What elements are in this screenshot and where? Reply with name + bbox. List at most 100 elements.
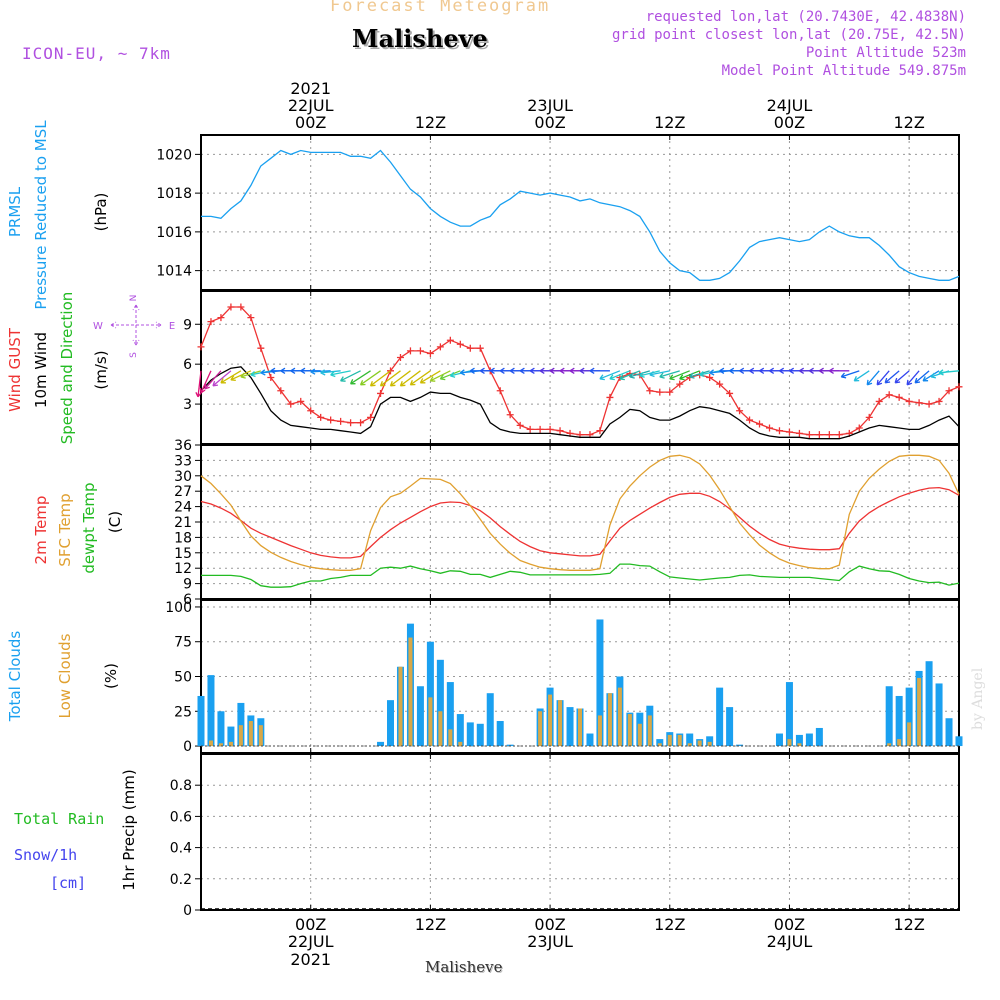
gust-marker: [925, 400, 933, 408]
grid-point-coords: grid point closest lon,lat (20.75E, 42.5…: [611, 27, 966, 43]
y-tick-label: 27: [174, 484, 192, 500]
wind-arrow: [629, 370, 651, 379]
gust-marker: [227, 303, 235, 311]
gust-marker: [646, 387, 654, 395]
low-cloud-bar: [687, 743, 692, 747]
wind-arrow: [429, 370, 451, 382]
wind-arrow: [659, 370, 680, 379]
low-cloud-bar: [887, 743, 892, 747]
time-label-date: 22JUL: [288, 932, 334, 951]
time-label-hour: 00Z: [534, 113, 565, 132]
total-cloud-bar: [935, 683, 943, 747]
gust-marker: [945, 387, 953, 395]
low-cloud-bar: [258, 725, 263, 747]
wind-arrow: [330, 370, 351, 378]
gust-marker: [307, 407, 315, 415]
temp-label-sfc: SFC Temp: [56, 493, 74, 566]
y-tick-label: 12: [174, 561, 192, 577]
gust-marker: [347, 419, 355, 427]
wind-unit: (m/s): [92, 350, 110, 389]
gust-marker: [955, 383, 963, 391]
panel-frame: [200, 134, 960, 291]
gust-marker: [875, 397, 883, 405]
gust-marker: [775, 427, 783, 435]
gust-marker: [835, 431, 843, 439]
compass-w: W: [93, 321, 103, 332]
wind-arrow: [409, 370, 431, 386]
time-label-hour: 12Z: [893, 915, 924, 934]
total-cloud-bar: [476, 723, 484, 747]
low-cloud-bar: [238, 725, 243, 747]
compass-e: E: [169, 321, 175, 332]
low-cloud-bar: [697, 740, 702, 747]
gust-marker: [536, 425, 544, 433]
wind-arrow: [609, 370, 631, 381]
time-label-hour: 00Z: [774, 915, 805, 934]
total-cloud-bar: [706, 736, 714, 747]
model-label: ICON-EU, ~ 7km: [22, 44, 171, 63]
gust-marker: [596, 427, 604, 435]
y-tick-label: 0: [183, 739, 192, 755]
gust-marker: [396, 354, 404, 362]
gust-marker: [885, 391, 893, 399]
total-cloud-bar: [895, 695, 903, 747]
point-altitude: Point Altitude 523m: [805, 45, 966, 61]
low-cloud-bar: [917, 677, 922, 747]
gust-marker: [197, 343, 205, 351]
total-cloud-bar: [716, 687, 724, 747]
y-tick-label: 100: [165, 600, 192, 616]
series-line-10m-wind: [200, 366, 960, 440]
wind-arrow: [230, 370, 252, 382]
total-cloud-bar: [736, 744, 744, 747]
total-cloud-bar: [446, 682, 454, 747]
low-cloud-bar: [637, 723, 642, 747]
gust-marker: [506, 411, 514, 419]
y-tick-label: 36: [174, 438, 192, 454]
wind-arrow: [359, 370, 381, 386]
gust-marker: [416, 347, 424, 355]
gust-marker: [426, 350, 434, 358]
total-cloud-bar: [426, 641, 434, 747]
wind-label-10m: 10m Wind: [32, 332, 50, 408]
wind-arrow: [876, 370, 890, 386]
wind-arrow: [320, 369, 341, 376]
total-cloud-bar: [805, 733, 813, 747]
low-cloud-bar: [897, 739, 902, 747]
snow-legend: Snow/1h: [14, 846, 78, 864]
y-tick-label: 1018: [156, 186, 192, 202]
y-tick-label: 1016: [156, 225, 192, 241]
wind-arrow: [894, 370, 910, 384]
total-cloud-bar: [207, 675, 215, 747]
wind-arrow: [195, 370, 202, 398]
total-cloud-bar: [775, 733, 783, 747]
low-cloud-bar: [458, 741, 463, 747]
gust-marker: [785, 428, 793, 436]
total-cloud-bar: [496, 721, 504, 747]
low-cloud-bar: [627, 714, 632, 747]
low-cloud-bar: [428, 697, 433, 747]
gust-marker: [825, 431, 833, 439]
y-tick-label: 1020: [156, 147, 192, 163]
gust-marker: [805, 431, 813, 439]
wind-arrow: [914, 370, 930, 384]
panel-3: 0 25 50 75 100: [165, 599, 963, 755]
y-tick-label: 9: [183, 317, 192, 333]
gust-marker: [676, 380, 684, 388]
low-cloud-bar: [907, 722, 912, 747]
model-altitude: Model Point Altitude 549.875m: [721, 63, 966, 79]
total-cloud-bar: [955, 736, 963, 747]
wind-arrow: [369, 370, 391, 387]
wind-arrow: [866, 370, 880, 386]
gust-marker: [367, 413, 375, 421]
y-tick-label: 0: [183, 903, 192, 919]
wind-arrow: [639, 370, 660, 378]
low-cloud-bar: [677, 734, 682, 747]
low-cloud-bar: [248, 721, 253, 747]
gust-marker: [895, 393, 903, 401]
gust-marker: [516, 421, 524, 429]
gust-marker: [237, 303, 245, 311]
location-title: Malisheve: [352, 24, 488, 53]
time-label-hour: 12Z: [654, 915, 685, 934]
wind-arrow: [419, 370, 441, 384]
panel-4: 0 0.2 0.4 0.6 0.8: [170, 753, 960, 919]
